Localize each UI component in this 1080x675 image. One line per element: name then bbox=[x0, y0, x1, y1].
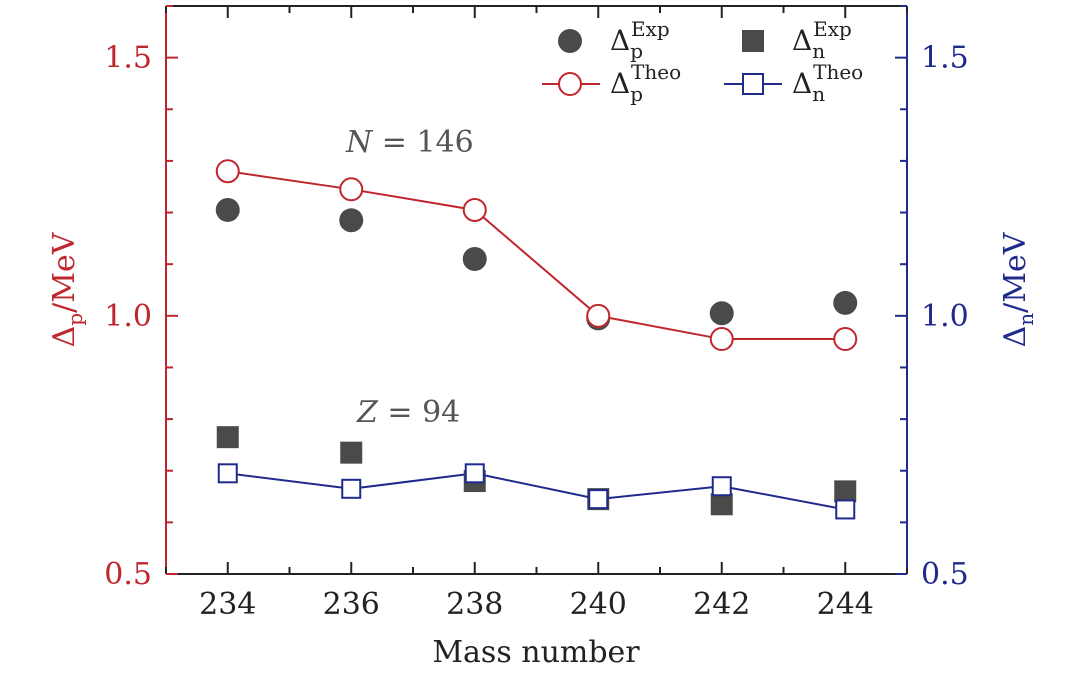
data-point bbox=[339, 177, 364, 202]
x-tick-label: 234 bbox=[199, 587, 256, 622]
y-left-unit: /MeV bbox=[47, 231, 82, 313]
series-delta-n-theo bbox=[217, 463, 856, 520]
data-point bbox=[709, 327, 734, 352]
data-point bbox=[711, 476, 732, 497]
x-tick-label: 244 bbox=[817, 587, 874, 622]
legend-marker-filled-circle bbox=[558, 29, 582, 53]
annotation-z-var: Z bbox=[356, 395, 379, 430]
x-tick-label: 240 bbox=[570, 587, 627, 622]
data-point bbox=[833, 327, 858, 352]
legend-marker-open-square bbox=[742, 73, 764, 95]
legend-sup-n-theo: Theo bbox=[813, 60, 863, 84]
legend-sup-n-exp: Exp bbox=[813, 17, 852, 41]
legend-label-delta-p-exp: ΔpExp bbox=[610, 17, 670, 63]
data-point bbox=[835, 499, 856, 520]
legend-sub-n-theo: n bbox=[812, 82, 825, 106]
data-point bbox=[834, 480, 857, 503]
legend-entry-delta-p-theo: ΔpTheo bbox=[542, 60, 681, 106]
data-point bbox=[464, 463, 485, 484]
y-right-symbol: Δ bbox=[998, 326, 1033, 348]
series-delta-p-theo bbox=[215, 159, 858, 352]
legend-label-delta-n-exp: ΔnExp bbox=[792, 17, 852, 63]
data-point bbox=[216, 426, 239, 449]
data-point bbox=[341, 478, 362, 499]
y-right-sub: n bbox=[1014, 313, 1038, 326]
y-left-symbol: Δ bbox=[47, 326, 82, 348]
y-left-tick-label: 1.5 bbox=[104, 41, 152, 76]
legend-sub-p-exp: p bbox=[630, 39, 643, 63]
data-point bbox=[462, 197, 487, 222]
legend: ΔpExp ΔnExp ΔpTheo ΔnTheo bbox=[542, 17, 863, 106]
legend-label-delta-p-theo: ΔpTheo bbox=[610, 60, 681, 106]
y-right-tick-label: 1.5 bbox=[921, 41, 969, 76]
data-point bbox=[833, 290, 858, 315]
y-axis-title-right: Δn/MeV bbox=[998, 231, 1038, 347]
data-point bbox=[339, 208, 364, 233]
series-layer bbox=[215, 159, 858, 520]
y-left-tick-label: 1.0 bbox=[104, 299, 152, 334]
data-point bbox=[462, 247, 487, 272]
legend-sub-n-exp: n bbox=[812, 39, 825, 63]
x-tick-label: 236 bbox=[323, 587, 380, 622]
legend-sub-p-theo: p bbox=[630, 82, 643, 106]
x-axis-title: Mass number bbox=[432, 635, 640, 670]
series-delta-n-exp bbox=[216, 426, 857, 516]
legend-label-delta-n-theo: ΔnTheo bbox=[792, 60, 863, 106]
ticks-layer: 234 236 238 240 242 244 0.5 1.0 1.5 0.5 1.0 1.5 bbox=[104, 5, 969, 622]
legend-entry-delta-n-exp: ΔnExp bbox=[742, 17, 852, 63]
legend-marker-filled-square bbox=[742, 30, 764, 52]
data-point bbox=[709, 301, 734, 326]
y-right-tick-label: 0.5 bbox=[921, 557, 969, 592]
data-point bbox=[215, 159, 240, 184]
legend-entry-delta-p-exp: ΔpExp bbox=[558, 17, 670, 63]
data-point bbox=[340, 441, 363, 464]
data-point bbox=[217, 463, 238, 484]
data-point bbox=[215, 197, 240, 222]
x-tick-label: 242 bbox=[693, 587, 750, 622]
legend-entry-delta-n-theo: ΔnTheo bbox=[724, 60, 863, 106]
legend-marker-open-circle bbox=[558, 72, 582, 96]
data-point bbox=[586, 303, 611, 328]
data-point bbox=[588, 489, 609, 510]
y-left-sub: p bbox=[63, 313, 87, 326]
annotation-n: N = 146 bbox=[345, 125, 474, 160]
y-axis-title-left: Δp/MeV bbox=[47, 231, 87, 347]
legend-sup-p-theo: Theo bbox=[631, 60, 681, 84]
y-right-tick-label: 1.0 bbox=[921, 299, 969, 334]
annotation-z-rest: = 94 bbox=[378, 395, 460, 430]
y-left-tick-label: 0.5 bbox=[104, 557, 152, 592]
annotation-z: Z = 94 bbox=[356, 395, 460, 430]
annotation-n-var: N bbox=[345, 125, 374, 160]
series-line bbox=[227, 472, 846, 511]
series-line bbox=[227, 170, 846, 341]
y-right-unit: /MeV bbox=[998, 231, 1033, 313]
data-point bbox=[710, 493, 733, 516]
legend-sup-p-exp: Exp bbox=[631, 17, 670, 41]
annotation-n-rest: = 146 bbox=[372, 125, 473, 160]
x-tick-label: 238 bbox=[446, 587, 503, 622]
